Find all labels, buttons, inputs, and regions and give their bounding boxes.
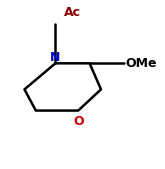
Text: N: N — [49, 51, 60, 64]
Text: Ac: Ac — [64, 6, 81, 19]
Text: O: O — [73, 115, 83, 128]
Text: OMe: OMe — [125, 57, 157, 70]
